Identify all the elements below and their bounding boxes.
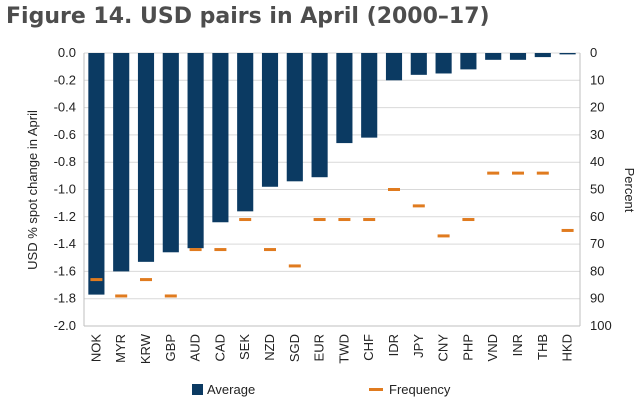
frequency-marker-vnd <box>487 171 500 175</box>
x-tick-label-cny: CNY <box>436 334 451 362</box>
x-tick-label-nok: NOK <box>88 334 103 363</box>
right-tick-label: 50 <box>590 182 604 197</box>
left-tick-label: -1.2 <box>54 209 76 224</box>
x-tick-label-aud: AUD <box>188 334 203 361</box>
left-tick-label: -0.8 <box>54 154 76 169</box>
bar-php <box>460 53 477 70</box>
bar-cad <box>212 53 229 223</box>
legend-swatch-frequency <box>369 388 383 391</box>
frequency-marker-jpy <box>412 204 425 208</box>
x-tick-label-jpy: JPY <box>411 334 426 358</box>
right-axis-ticks: 0 10 20 30 40 50 60 70 80 90 100 <box>590 45 612 333</box>
x-tick-label-eur: EUR <box>312 334 327 361</box>
frequency-marker-aud <box>189 248 202 252</box>
bar-idr <box>385 53 403 81</box>
left-tick-label: -0.4 <box>54 100 76 115</box>
bar-cny <box>435 53 452 74</box>
x-tick-label-chf: CHF <box>361 334 376 361</box>
marker-series-frequency <box>90 171 574 298</box>
x-tick-label-cad: CAD <box>212 334 227 361</box>
left-tick-label: -1.8 <box>54 291 76 306</box>
figure-title: Figure 14. USD pairs in April (2000–17) <box>6 4 490 29</box>
left-tick-label: -1.4 <box>54 236 76 251</box>
bar-thb <box>534 53 551 58</box>
frequency-marker-nzd <box>264 248 276 252</box>
legend-label-average: Average <box>207 382 255 397</box>
frequency-marker-chf <box>363 218 376 222</box>
x-tick-label-thb: THB <box>535 334 550 360</box>
x-tick-label-gbp: GBP <box>163 334 178 361</box>
x-tick-label-inr: INR <box>510 334 525 356</box>
x-tick-label-twd: TWD <box>336 334 351 364</box>
right-tick-label: 40 <box>590 154 604 169</box>
x-tick-label-hkd: HKD <box>560 334 575 361</box>
frequency-marker-inr <box>512 171 524 175</box>
left-tick-label: -2.0 <box>54 318 76 333</box>
bar-hkd <box>559 53 576 55</box>
bar-sek <box>237 53 254 212</box>
frequency-marker-php <box>462 218 475 222</box>
x-tick-label-idr: IDR <box>386 334 401 356</box>
right-tick-label: 20 <box>590 100 604 115</box>
left-tick-label: -1.6 <box>54 263 76 278</box>
right-tick-label: 60 <box>590 209 604 224</box>
frequency-marker-gbp <box>164 294 177 298</box>
left-axis-title: USD % spot change in April <box>25 110 40 270</box>
x-axis-ticks: NOK MYR KRW GBP AUD CAD SEK NZD SGD EUR TWD CHF IDR J… <box>88 333 574 364</box>
frequency-marker-twd <box>338 218 351 222</box>
right-tick-label: 80 <box>590 263 604 278</box>
frequency-marker-krw <box>140 278 152 282</box>
right-tick-label: 30 <box>590 127 604 142</box>
bar-eur <box>311 53 328 178</box>
legend-label-frequency: Frequency <box>389 382 451 397</box>
axes <box>83 53 581 327</box>
x-tick-label-nzd: NZD <box>262 334 277 361</box>
bar-aud <box>187 53 204 249</box>
frequency-marker-nok <box>90 278 103 282</box>
left-tick-label: -1.0 <box>54 182 76 197</box>
x-tick-label-myr: MYR <box>113 334 128 363</box>
frequency-marker-hkd <box>561 228 574 232</box>
bar-series-average <box>88 53 576 295</box>
bar-vnd <box>485 53 502 60</box>
bar-nok <box>88 53 105 295</box>
legend: Average Frequency <box>192 382 451 397</box>
left-tick-label: -0.6 <box>54 127 76 142</box>
frequency-marker-myr <box>115 294 128 298</box>
legend-swatch-average <box>192 384 203 395</box>
right-tick-label: 0 <box>590 45 597 60</box>
left-tick-label: -0.2 <box>54 72 76 87</box>
bar-krw <box>137 53 155 262</box>
frequency-marker-cny <box>437 234 450 238</box>
bar-inr <box>509 53 527 60</box>
frequency-marker-sek <box>239 218 252 222</box>
x-tick-label-krw: KRW <box>138 333 153 364</box>
left-axis-ticks: 0.0 -0.2 -0.4 -0.6 -0.8 -1.0 -1.2 -1.4 -1.6 -1.8 -… <box>54 45 76 333</box>
x-tick-label-php: PHP <box>460 334 475 361</box>
right-tick-label: 90 <box>590 291 604 306</box>
right-axis-title: Percent <box>622 168 637 213</box>
frequency-marker-idr <box>388 188 400 191</box>
bar-jpy <box>410 53 427 75</box>
bar-chf <box>361 53 378 138</box>
x-tick-label-sgd: SGD <box>287 334 302 362</box>
frequency-marker-sgd <box>288 264 301 268</box>
bar-twd <box>336 53 353 144</box>
x-tick-label-sek: SEK <box>237 334 252 360</box>
gridlines <box>84 52 580 327</box>
bar-nzd <box>261 53 279 187</box>
left-tick-label: 0.0 <box>58 45 76 60</box>
frequency-marker-cad <box>214 248 227 252</box>
bar-gbp <box>162 53 179 253</box>
right-tick-label: 100 <box>590 318 612 333</box>
right-tick-label: 10 <box>590 72 604 87</box>
bar-myr <box>113 53 130 272</box>
bar-sgd <box>286 53 303 182</box>
right-tick-label: 70 <box>590 236 604 251</box>
frequency-marker-thb <box>536 171 549 175</box>
x-tick-label-vnd: VND <box>485 334 500 361</box>
frequency-marker-eur <box>313 218 326 222</box>
